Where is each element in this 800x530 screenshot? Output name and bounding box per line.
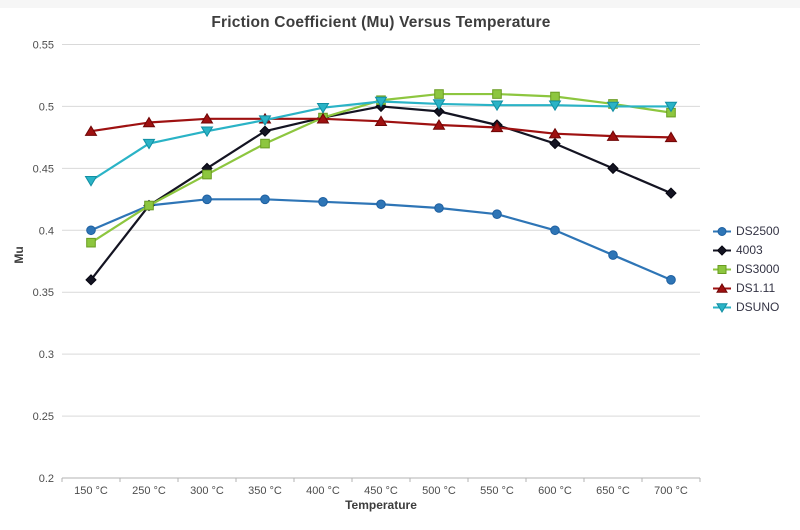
series-marker bbox=[490, 100, 504, 112]
series-marker bbox=[84, 125, 98, 136]
series-marker bbox=[258, 115, 272, 127]
series-marker bbox=[606, 101, 620, 113]
x-tick-label: 250 °C bbox=[132, 485, 166, 497]
legend-item-ds2500[interactable]: DS2500 bbox=[712, 225, 779, 238]
series-marker bbox=[85, 274, 97, 286]
series-line-DS2500 bbox=[90, 198, 672, 281]
x-tick-label: 400 °C bbox=[306, 485, 340, 497]
legend-label: 4003 bbox=[736, 243, 763, 257]
series-marker bbox=[259, 125, 271, 137]
series-marker bbox=[492, 209, 502, 219]
y-tick-label: 0.55 bbox=[33, 40, 54, 52]
series-marker bbox=[316, 102, 330, 114]
series-marker bbox=[260, 138, 270, 149]
series-marker bbox=[665, 187, 677, 199]
series-marker bbox=[666, 275, 676, 285]
series-marker bbox=[550, 225, 560, 236]
legend-label: DS3000 bbox=[736, 262, 780, 276]
x-tick-label: 700 °C bbox=[654, 485, 688, 497]
legend-item-ds3000[interactable]: DS3000 bbox=[712, 263, 779, 276]
legend-item-4003[interactable]: 4003 bbox=[712, 244, 779, 257]
series-marker bbox=[316, 112, 330, 124]
series-marker bbox=[492, 89, 502, 99]
series-marker bbox=[376, 199, 386, 210]
legend-label: DS2500 bbox=[736, 224, 780, 238]
series-marker bbox=[433, 105, 445, 118]
series-marker bbox=[318, 196, 328, 207]
series-marker bbox=[144, 200, 154, 211]
x-tick-label: 600 °C bbox=[538, 485, 572, 497]
square-icon bbox=[717, 265, 727, 274]
legend-label: DSUNO bbox=[736, 300, 780, 314]
diamond-icon bbox=[716, 245, 728, 256]
series-marker bbox=[374, 115, 388, 126]
x-tick-label: 150 °C bbox=[74, 485, 108, 497]
series-marker bbox=[664, 131, 678, 143]
legend-item-ds1-11[interactable]: DS1.11 bbox=[712, 282, 779, 295]
legend-label: DS1.11 bbox=[736, 281, 776, 295]
series-marker bbox=[260, 194, 270, 205]
legend-marker-ds2500 bbox=[713, 227, 731, 236]
y-tick-label: 0.35 bbox=[33, 287, 54, 299]
y-tick-label: 0.3 bbox=[39, 349, 54, 361]
series-marker bbox=[434, 203, 444, 213]
legend-item-dsuno[interactable]: DSUNO bbox=[712, 301, 779, 314]
legend-marker-ds1-11 bbox=[713, 283, 731, 293]
triangle-down-icon bbox=[716, 303, 728, 313]
series-marker bbox=[202, 169, 212, 180]
y-tick-label: 0.5 bbox=[39, 101, 54, 113]
x-tick-label: 650 °C bbox=[596, 485, 630, 497]
legend: DS2500 4003 DS3000 DS1.11 DSUNO bbox=[712, 225, 779, 314]
series-marker bbox=[86, 237, 96, 248]
y-tick-label: 0.25 bbox=[33, 411, 54, 423]
series-marker bbox=[607, 162, 619, 175]
circle-icon bbox=[717, 227, 727, 236]
y-axis-title: Mu bbox=[12, 246, 26, 264]
series-marker bbox=[608, 250, 618, 260]
series-marker bbox=[550, 91, 560, 102]
series-marker bbox=[432, 99, 446, 110]
chart-title: Friction Coefficient (Mu) Versus Tempera… bbox=[211, 14, 551, 31]
series-marker bbox=[374, 96, 388, 108]
series-marker bbox=[548, 100, 562, 112]
triangle-up-icon bbox=[716, 283, 728, 293]
series-marker bbox=[664, 101, 678, 113]
y-tick-label: 0.4 bbox=[39, 225, 54, 237]
legend-marker-4003 bbox=[713, 245, 731, 256]
x-tick-label: 500 °C bbox=[422, 485, 456, 497]
top-strip bbox=[0, 0, 800, 8]
series-marker bbox=[432, 119, 446, 130]
y-tick-label: 0.45 bbox=[33, 163, 54, 175]
x-axis-title: Temperature bbox=[345, 498, 417, 512]
legend-marker-ds3000 bbox=[713, 265, 731, 274]
series-marker bbox=[202, 194, 212, 205]
legend-marker-dsuno bbox=[713, 303, 731, 313]
series-marker bbox=[142, 138, 156, 150]
series-marker bbox=[200, 126, 214, 138]
series-line-4003 bbox=[90, 105, 672, 281]
series-marker bbox=[84, 176, 98, 187]
series-marker bbox=[548, 127, 562, 139]
series-marker bbox=[200, 112, 214, 124]
series-marker bbox=[549, 137, 561, 150]
series-marker bbox=[86, 225, 96, 236]
x-tick-label: 350 °C bbox=[248, 485, 282, 497]
series-marker bbox=[434, 89, 444, 99]
y-tick-label: 0.2 bbox=[39, 473, 54, 485]
x-tick-label: 450 °C bbox=[364, 485, 398, 497]
series-marker bbox=[490, 121, 504, 133]
x-tick-label: 550 °C bbox=[480, 485, 514, 497]
x-tick-label: 300 °C bbox=[190, 485, 224, 497]
series-marker bbox=[142, 116, 156, 128]
series-marker bbox=[606, 130, 620, 141]
